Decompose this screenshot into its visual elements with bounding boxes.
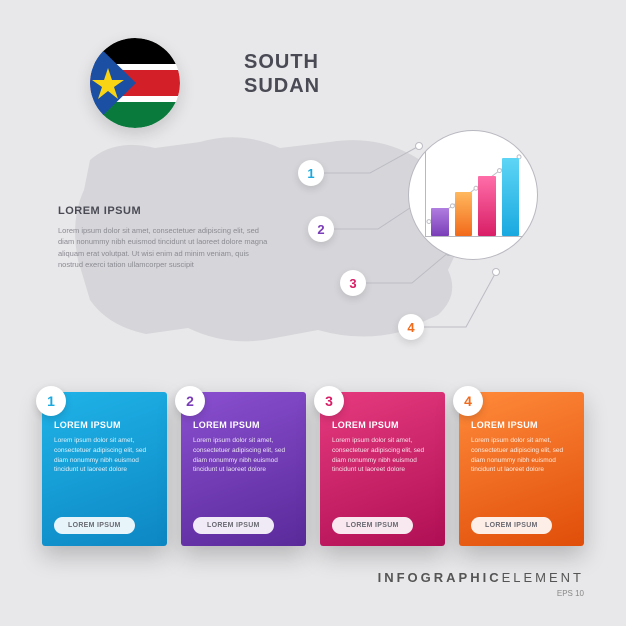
card-heading: LOREM IPSUM (193, 420, 294, 430)
chart-bar-3 (478, 176, 496, 236)
intro-heading: LOREM IPSUM (58, 205, 268, 217)
chart-bar-2 (455, 192, 473, 236)
connector-dot-4 (492, 268, 500, 276)
chart-bar-1 (431, 208, 449, 236)
card-body: Lorem ipsum dolor sit amet, consectetuer… (332, 436, 433, 475)
card-heading: LOREM IPSUM (54, 420, 155, 430)
footer: INFOGRAPHICELEMENT EPS 10 (378, 570, 584, 598)
card-button-4[interactable]: LOREM IPSUM (471, 517, 552, 534)
flag-badge (90, 38, 180, 128)
title-line-2: SUDAN (244, 74, 320, 98)
bar-chart-circle (408, 130, 538, 260)
card-button-3[interactable]: LOREM IPSUM (332, 517, 413, 534)
card-body: Lorem ipsum dolor sit amet, consectetuer… (193, 436, 294, 475)
title-line-1: SOUTH (244, 50, 320, 74)
card-button-2[interactable]: LOREM IPSUM (193, 517, 274, 534)
info-card-4: 4LOREM IPSUMLorem ipsum dolor sit amet, … (459, 392, 584, 546)
connector-badge-4: 4 (398, 314, 424, 340)
connector-badge-1: 1 (298, 160, 324, 186)
card-body: Lorem ipsum dolor sit amet, consectetuer… (54, 436, 155, 475)
chart-bar-4 (502, 158, 520, 236)
info-card-1: 1LOREM IPSUMLorem ipsum dolor sit amet, … (42, 392, 167, 546)
card-badge-2: 2 (175, 386, 205, 416)
card-badge-1: 1 (36, 386, 66, 416)
country-title: SOUTH SUDAN (244, 50, 320, 98)
intro-text-block: LOREM IPSUM Lorem ipsum dolor sit amet, … (58, 205, 268, 270)
chart-bars (431, 149, 519, 236)
south-sudan-flag-icon (90, 38, 180, 128)
card-heading: LOREM IPSUM (332, 420, 433, 430)
card-badge-4: 4 (453, 386, 483, 416)
card-heading: LOREM IPSUM (471, 420, 572, 430)
connector-badge-3: 3 (340, 270, 366, 296)
connector-badge-2: 2 (308, 216, 334, 242)
card-button-1[interactable]: LOREM IPSUM (54, 517, 135, 534)
infographic-canvas: SOUTH SUDAN LOREM IPSUM Lorem ipsum dolo… (0, 0, 626, 626)
info-card-3: 3LOREM IPSUMLorem ipsum dolor sit amet, … (320, 392, 445, 546)
connector-dot-1 (415, 142, 423, 150)
intro-body: Lorem ipsum dolor sit amet, consectetuer… (58, 225, 268, 270)
footer-title: INFOGRAPHICELEMENT (378, 570, 584, 585)
card-badge-3: 3 (314, 386, 344, 416)
cards-row: 1LOREM IPSUMLorem ipsum dolor sit amet, … (42, 392, 584, 546)
footer-eps: EPS 10 (378, 589, 584, 598)
card-body: Lorem ipsum dolor sit amet, consectetuer… (471, 436, 572, 475)
info-card-2: 2LOREM IPSUMLorem ipsum dolor sit amet, … (181, 392, 306, 546)
